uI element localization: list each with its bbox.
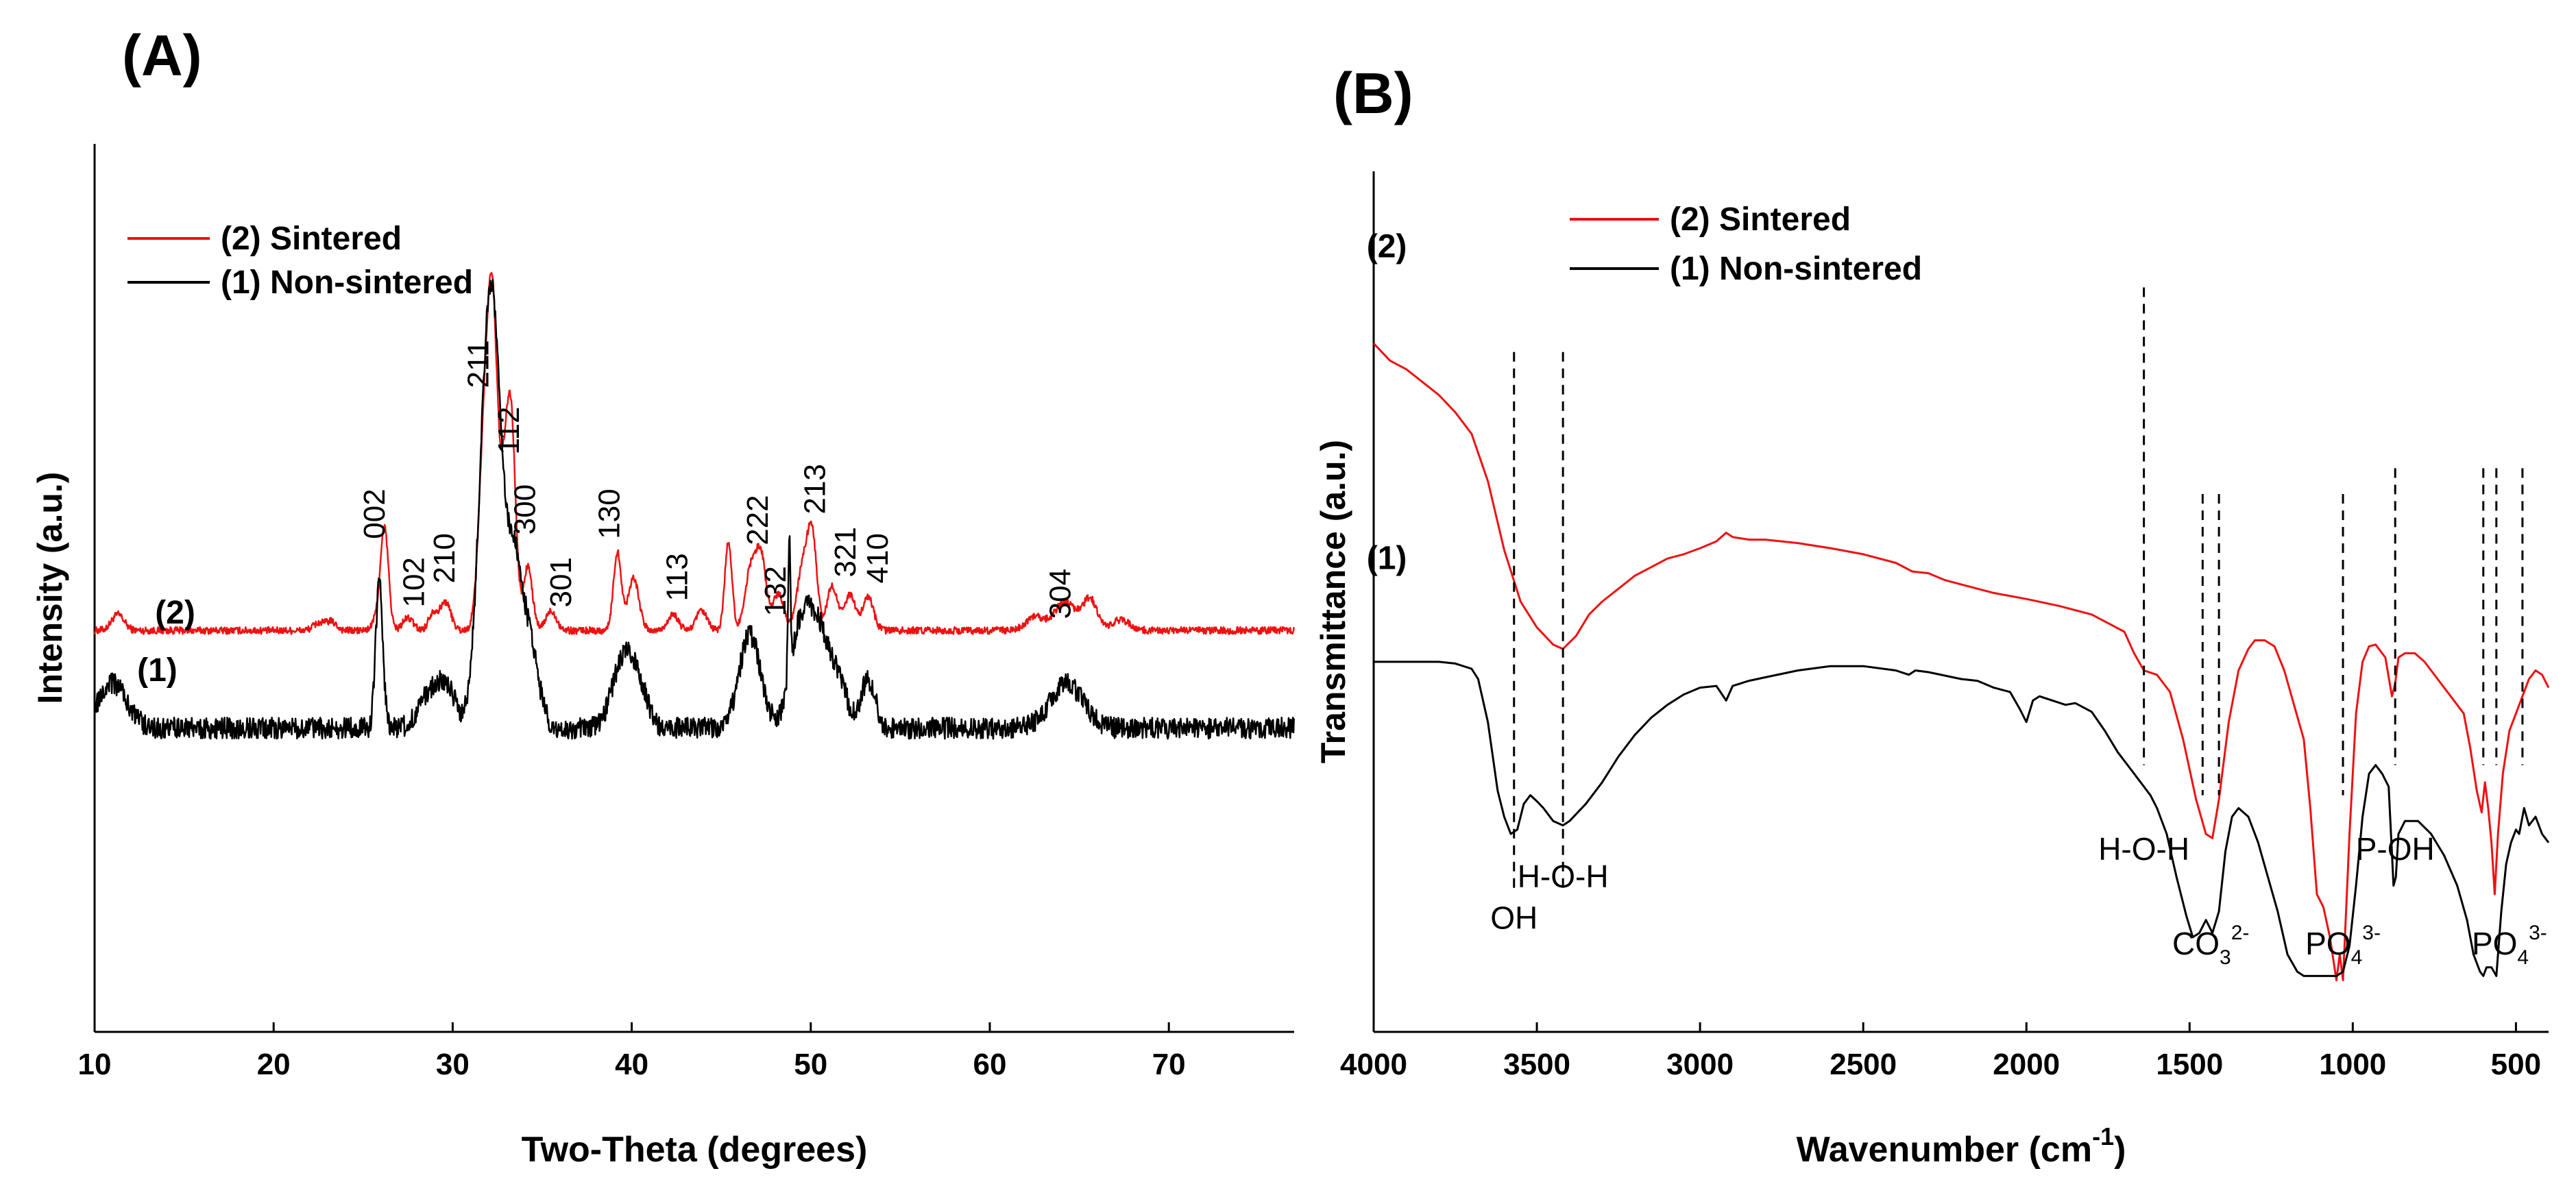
x-axis-label-text: Wavenumber (cm [1797, 1130, 2093, 1170]
x-axis-label-end: ) [2114, 1130, 2126, 1170]
series-sintered-line [1372, 343, 2550, 982]
peak-label: 300 [509, 484, 542, 534]
x-tick-label: 20 [257, 1048, 291, 1081]
legend-label: (2) Sintered [221, 221, 402, 257]
x-tick-label: 70 [1152, 1048, 1186, 1081]
x-tick-label: 3500 [1503, 1048, 1570, 1081]
peak-label: 112 [492, 406, 526, 454]
band-label-sup: 3- [2529, 922, 2547, 944]
band-label-sup: 2- [2231, 922, 2250, 944]
panel-b-ftir-chart: (B) 4000 3500 3000 2500 2000 1500 1000 500 Transm… [1314, 61, 2550, 1170]
peak-label: 210 [428, 533, 461, 583]
band-label-text: PO [2472, 926, 2517, 961]
peak-label: 222 [741, 495, 775, 545]
panel-label: (A) [122, 23, 202, 88]
peak-label: 211 [462, 340, 496, 388]
x-axis-label: Wavenumber (cm-1) [1797, 1122, 2126, 1170]
peak-label: 130 [592, 489, 626, 539]
peak-label: 410 [861, 533, 895, 583]
series-nonsintered-line [1374, 661, 2550, 977]
x-tick-label: 4000 [1340, 1048, 1407, 1081]
legend-label: (1) Non-sintered [221, 264, 473, 301]
x-tick-label: 500 [2491, 1048, 2541, 1081]
band-label: H-O-H [1518, 859, 1609, 894]
x-tick-label: 1500 [2156, 1048, 2223, 1081]
x-tick-label: 2000 [1993, 1048, 2060, 1081]
x-tick-label: 1000 [2319, 1048, 2386, 1081]
legend-label: (2) Sintered [1670, 201, 1851, 238]
peak-label: 132 [759, 566, 792, 616]
legend-label: (1) Non-sintered [1670, 251, 1922, 287]
band-label: PO43- [2472, 922, 2547, 969]
band-label-text: H-O-H [2098, 831, 2189, 867]
peak-label: 213 [799, 464, 832, 514]
band-label: PO43- [2305, 922, 2381, 969]
band-label-text: PO [2305, 926, 2350, 961]
curve-label: (2) [155, 595, 195, 631]
band-label-sup: 3- [2362, 922, 2381, 944]
band-label-sub: 4 [2517, 946, 2529, 969]
curve-label: (2) [1367, 229, 1407, 265]
band-label: P-OH [2356, 831, 2435, 867]
x-tick-label: 60 [973, 1048, 1006, 1081]
series-sintered-line [93, 271, 1295, 635]
band-label-text: OH [1490, 900, 1538, 935]
peak-label: 321 [829, 527, 862, 577]
peak-label: 301 [544, 557, 578, 607]
panel-a-xrd-chart: (A) 10 20 30 40 50 60 70 Intensity (a.u.) Two-The… [31, 23, 1295, 1170]
peak-label: 304 [1044, 569, 1078, 619]
band-label: CO32- [2172, 922, 2249, 969]
x-tick-label: 50 [794, 1048, 827, 1081]
band-label: H-O-H [2098, 831, 2189, 867]
band-label-text: P-OH [2356, 831, 2435, 867]
band-label-text: H-O-H [1518, 859, 1609, 894]
x-axis-label-sup: -1 [2092, 1122, 2114, 1150]
x-axis-label: Two-Theta (degrees) [522, 1130, 868, 1170]
peak-label: 002 [358, 489, 391, 539]
x-tick-label: 10 [78, 1048, 112, 1081]
series-nonsintered-line [93, 279, 1295, 740]
y-axis-label: Transmittance (a.u.) [1314, 440, 1352, 763]
band-label-sub: 4 [2351, 946, 2363, 969]
x-tick-label: 3000 [1666, 1048, 1734, 1081]
peak-label: 102 [398, 557, 431, 607]
x-tick-label: 40 [615, 1048, 648, 1081]
peak-label: 113 [661, 553, 694, 601]
band-label: OH [1490, 900, 1538, 935]
x-tick-label: 30 [436, 1048, 470, 1081]
curve-label: (1) [137, 652, 178, 689]
panel-label: (B) [1333, 61, 1413, 125]
x-tick-label: 2500 [1830, 1048, 1897, 1081]
band-label-text: CO [2172, 926, 2220, 961]
band-label-sub: 3 [2220, 946, 2231, 969]
y-axis-label: Intensity (a.u.) [31, 472, 69, 704]
x-axis-label-text: Two-Theta (degrees) [522, 1130, 868, 1170]
curve-label: (1) [1367, 540, 1407, 576]
